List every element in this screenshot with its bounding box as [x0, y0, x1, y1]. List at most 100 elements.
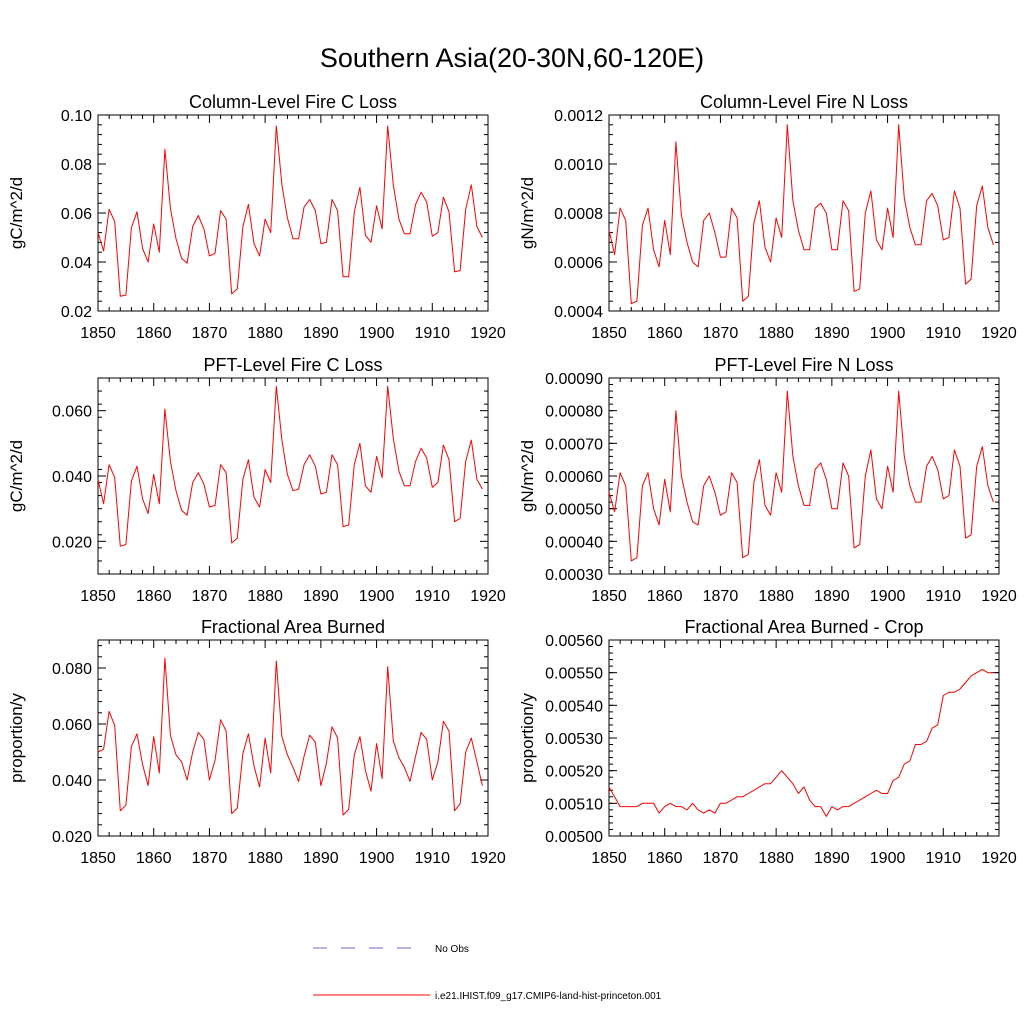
y-tick-label: 0.06	[61, 206, 92, 223]
panel-title: Column-Level Fire N Loss	[700, 92, 908, 112]
x-tick-label: 1910	[925, 325, 961, 342]
plot-frame	[97, 639, 489, 837]
y-tick-label: 0.020	[52, 534, 92, 551]
y-tick-label: 0.060	[52, 717, 92, 734]
y-tick-label: 0.0006	[554, 255, 603, 272]
x-tick-label: 1890	[814, 325, 850, 342]
chart-column-level-fire-n-loss: Column-Level Fire N Loss gN/m^2/d 1850 1860…	[518, 92, 1017, 342]
y-tick-label: 0.00520	[545, 764, 603, 781]
x-tick-label: 1880	[758, 588, 794, 605]
y-tick-label: 0.04	[61, 255, 92, 272]
x-tick-label: 1910	[925, 588, 961, 605]
series-line	[97, 125, 483, 297]
x-tick-label: 1890	[303, 850, 339, 867]
y-tick-label: 0.00510	[545, 796, 603, 813]
x-tick-label: 1850	[591, 850, 627, 867]
series-line	[608, 124, 994, 305]
x-tick-label: 1910	[414, 588, 450, 605]
y-tick-label: 0.0008	[554, 206, 603, 223]
series-line	[608, 668, 994, 817]
x-tick-label: 1920	[470, 588, 506, 605]
plot-frame	[97, 114, 489, 312]
y-axis-label: proportion/y	[7, 693, 26, 783]
x-tick-label: 1870	[192, 588, 228, 605]
y-tick-label: 0.00060	[545, 469, 603, 486]
x-tick-label: 1900	[359, 850, 395, 867]
y-tick-label: 0.0004	[554, 304, 603, 321]
x-tick-label: 1910	[414, 325, 450, 342]
x-tick-label: 1860	[647, 850, 683, 867]
y-tick-label: 0.00530	[545, 731, 603, 748]
figure-title: Southern Asia(20-30N,60-120E)	[320, 43, 704, 73]
x-tick-label: 1880	[247, 588, 283, 605]
y-tick-label: 0.020	[52, 829, 92, 846]
chart-pft-level-fire-n-loss: PFT-Level Fire N Loss gN/m^2/d 1850 1860 187…	[518, 355, 1017, 605]
x-tick-label: 1900	[359, 325, 395, 342]
panel-title: PFT-Level Fire N Loss	[714, 355, 893, 375]
y-tick-label: 0.02	[61, 304, 92, 321]
x-tick-label: 1910	[925, 850, 961, 867]
x-tick-label: 1880	[247, 850, 283, 867]
y-tick-label: 0.060	[52, 404, 92, 421]
y-tick-label: 0.00080	[545, 404, 603, 421]
x-tick-label: 1900	[870, 850, 906, 867]
y-tick-label: 0.080	[52, 661, 92, 678]
y-tick-label: 0.00090	[545, 371, 603, 388]
chart-fractional-area-burned-crop: Fractional Area Burned - Crop proportion/…	[518, 617, 1017, 867]
x-tick-label: 1860	[136, 850, 172, 867]
legend: No Obs i.e21.IHIST.f09_g17.CMIP6-land-hi…	[313, 944, 662, 1002]
plot-frame	[97, 377, 489, 575]
x-tick-label: 1850	[591, 325, 627, 342]
y-tick-label: 0.10	[61, 108, 92, 125]
y-tick-label: 0.0010	[554, 157, 603, 174]
plot-frame	[608, 114, 1000, 312]
y-tick-label: 0.00560	[545, 633, 603, 650]
x-tick-label: 1860	[136, 588, 172, 605]
x-tick-label: 1870	[703, 588, 739, 605]
x-tick-label: 1880	[247, 325, 283, 342]
y-tick-label: 0.040	[52, 773, 92, 790]
panel-title: PFT-Level Fire C Loss	[203, 355, 382, 375]
y-tick-label: 0.00030	[545, 567, 603, 584]
series-line	[97, 657, 483, 816]
panel-title: Column-Level Fire C Loss	[189, 92, 397, 112]
x-tick-label: 1890	[814, 850, 850, 867]
x-tick-label: 1850	[80, 325, 116, 342]
panel-title: Fractional Area Burned	[201, 617, 385, 637]
chart-pft-level-fire-c-loss: PFT-Level Fire C Loss gC/m^2/d 1850 1860 187…	[7, 355, 506, 605]
chart-fractional-area-burned: Fractional Area Burned proportion/y 1850 18…	[7, 617, 506, 867]
x-tick-label: 1870	[192, 325, 228, 342]
x-tick-label: 1870	[192, 850, 228, 867]
x-tick-label: 1900	[870, 325, 906, 342]
x-tick-label: 1880	[758, 850, 794, 867]
y-tick-label: 0.00040	[545, 534, 603, 551]
x-tick-label: 1880	[758, 325, 794, 342]
series-line	[97, 385, 483, 547]
y-tick-label: 0.00050	[545, 502, 603, 519]
y-axis-label: proportion/y	[518, 693, 537, 783]
y-axis-label: gC/m^2/d	[7, 177, 26, 249]
chart-column-level-fire-c-loss: Column-Level Fire C Loss gC/m^2/d 1850 1860…	[7, 92, 506, 342]
x-tick-label: 1920	[470, 325, 506, 342]
x-tick-label: 1920	[981, 588, 1017, 605]
x-tick-label: 1860	[647, 588, 683, 605]
x-tick-label: 1890	[303, 588, 339, 605]
legend-label-no-obs: No Obs	[435, 944, 469, 955]
plot-frame	[608, 639, 1000, 837]
y-axis-label: gN/m^2/d	[518, 177, 537, 249]
y-tick-label: 0.0012	[554, 108, 603, 125]
y-tick-label: 0.00500	[545, 829, 603, 846]
x-tick-label: 1890	[814, 588, 850, 605]
series-line	[608, 390, 994, 562]
y-tick-label: 0.00540	[545, 698, 603, 715]
x-tick-label: 1850	[80, 850, 116, 867]
x-tick-label: 1870	[703, 850, 739, 867]
x-tick-label: 1920	[981, 325, 1017, 342]
x-tick-label: 1860	[136, 325, 172, 342]
panel-title: Fractional Area Burned - Crop	[684, 617, 923, 637]
x-tick-label: 1870	[703, 325, 739, 342]
x-tick-label: 1910	[414, 850, 450, 867]
y-tick-label: 0.040	[52, 469, 92, 486]
y-tick-label: 0.00070	[545, 436, 603, 453]
